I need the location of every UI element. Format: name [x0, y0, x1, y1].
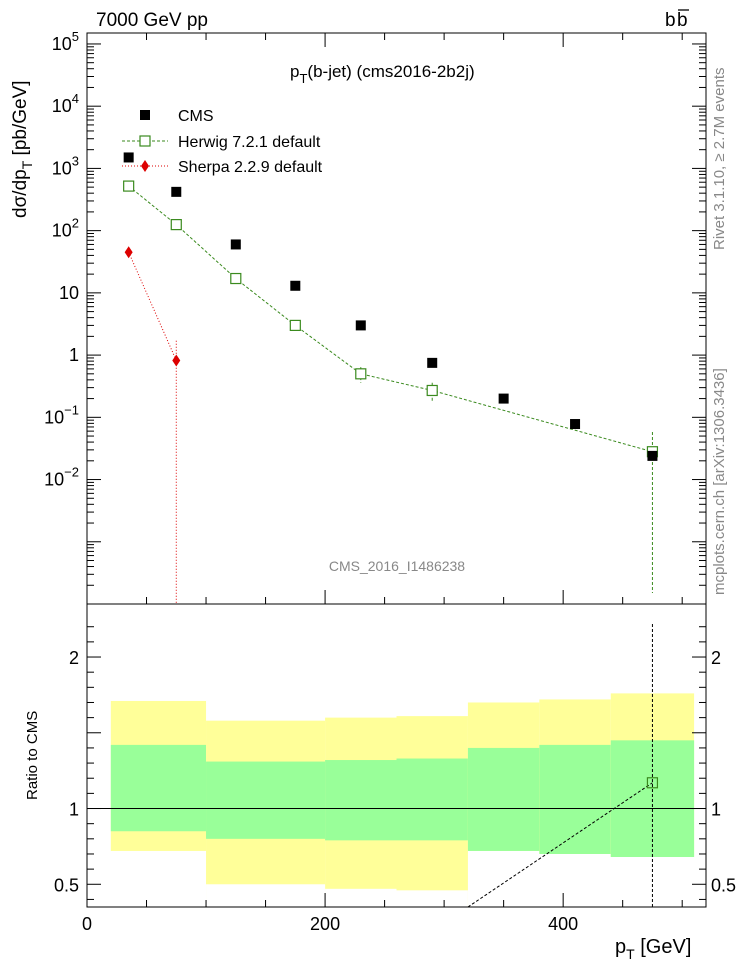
- y-tick-label: 105: [52, 29, 79, 54]
- y-tick-label: 104: [52, 91, 79, 116]
- ratio-band-green-0: [110, 744, 207, 832]
- ratio-y-axis-label: Ratio to CMS: [24, 711, 41, 800]
- sherpa-line: [128, 252, 177, 361]
- cms-point: [647, 450, 658, 461]
- chart-title: pT(b-jet) (cms2016-2b2j): [290, 62, 475, 86]
- ratio-frame-box: [86, 603, 707, 908]
- y-tick-label: 1: [69, 345, 79, 365]
- ratio-tick-label-right: 2: [711, 648, 721, 668]
- herwig-ratio-point: [646, 777, 659, 789]
- ratio-band-gap-0: [206, 884, 326, 907]
- legend-sherpa-marker: [141, 160, 149, 172]
- herwig-point: [123, 180, 135, 192]
- cms-point: [171, 186, 182, 197]
- ratio-band-gap-2: [396, 890, 468, 907]
- herwig-line: [128, 185, 653, 453]
- header-right-bbar: b: [677, 10, 688, 31]
- x-tick-label: 0: [82, 914, 92, 934]
- ratio-tick-label: 1: [69, 800, 79, 820]
- ratio-tick-label-right: 0.5: [711, 875, 736, 895]
- legend-label-cms: CMS: [178, 108, 214, 125]
- ratio-tick-label: 0.5: [54, 875, 79, 895]
- x-tick-label: 400: [548, 914, 578, 934]
- cms-point: [123, 152, 134, 163]
- legend-cms-marker: [140, 110, 150, 120]
- herwig-ratio-line: [467, 782, 653, 908]
- ratio-band-green-1: [206, 761, 326, 839]
- header-left: 7000 GeV pp: [96, 10, 208, 31]
- cms-point: [355, 320, 366, 331]
- ratio-band-gap-1: [325, 888, 397, 907]
- side-label-top: Rivet 3.1.10, ≥ 2.7M events: [711, 68, 728, 251]
- sherpa-point: [124, 246, 133, 259]
- ratio-bands: [110, 693, 695, 907]
- ratio-band-green-3: [396, 758, 468, 841]
- legend-label-herwig: Herwig 7.2.1 default: [178, 134, 321, 151]
- ratio-band-green-5: [539, 744, 611, 854]
- sherpa-point: [172, 354, 181, 367]
- herwig-point: [426, 384, 438, 397]
- y-tick-label: 10−2: [44, 465, 79, 490]
- legend-label-sherpa: Sherpa 2.2.9 default: [178, 159, 323, 176]
- legend-herwig-marker: [139, 135, 151, 147]
- x-axis-label: pT [GeV]: [615, 936, 691, 962]
- ratio-panel: 0.5 0.5 1 1 2 2 0 200 400: [54, 603, 736, 934]
- y-tick-label: 10: [59, 283, 79, 303]
- y-tick-label: 103: [52, 153, 79, 178]
- cms-point: [290, 280, 301, 291]
- ratio-band-green-2: [325, 760, 397, 841]
- ratio-tick-label: 2: [69, 648, 79, 668]
- ratio-band-green-4: [467, 747, 540, 851]
- herwig-point: [289, 319, 301, 332]
- watermark: CMS_2016_I1486238: [329, 558, 465, 574]
- ratio-tick-label-right: 1: [711, 800, 721, 820]
- cms-point: [570, 419, 581, 430]
- header-right-b: b: [665, 10, 676, 31]
- y-tick-label: 10−1: [44, 402, 79, 427]
- herwig-point: [355, 368, 367, 380]
- legend: CMS Herwig 7.2.1 default Sherpa 2.2.9 defa…: [122, 108, 323, 176]
- header-right: b b: [665, 9, 689, 31]
- series-layer: [123, 152, 659, 908]
- cms-point: [230, 239, 241, 250]
- herwig-point: [170, 219, 182, 231]
- side-label-bottom: mcplots.cern.ch [arXiv:1306.3436]: [711, 368, 728, 595]
- cms-point: [498, 393, 509, 404]
- y-tick-label: 102: [52, 216, 79, 241]
- herwig-point: [230, 272, 242, 285]
- x-tick-label: 200: [310, 914, 340, 934]
- y-axis-label: dσ/dpT [pb/GeV]: [10, 80, 35, 218]
- cms-point: [427, 357, 438, 368]
